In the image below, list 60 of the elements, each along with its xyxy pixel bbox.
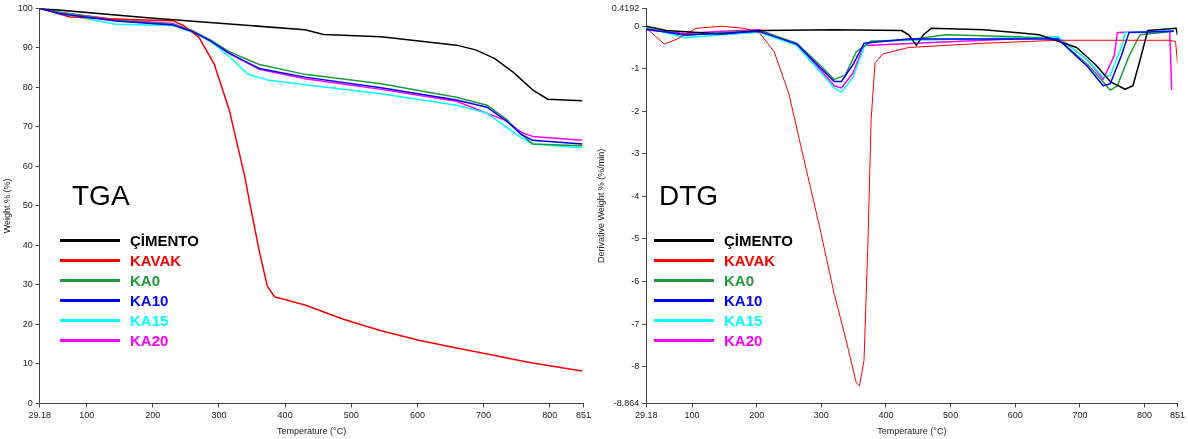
x-tick-label: 100 bbox=[684, 410, 700, 421]
x-tick-label: 800 bbox=[1137, 410, 1153, 421]
y-tick-label: -6 bbox=[631, 276, 640, 287]
y-tick-label: -8 bbox=[631, 361, 640, 372]
y-axis-title: Weight % (%) bbox=[1, 178, 12, 234]
y-tick-label: 0.4192 bbox=[611, 2, 640, 13]
y-tick-label: 20 bbox=[22, 318, 33, 329]
legend-label: KA20 bbox=[724, 331, 763, 349]
x-tick-label: 200 bbox=[749, 410, 765, 421]
legend-label: ÇİMENTO bbox=[724, 231, 793, 249]
x-tick-label: 500 bbox=[943, 410, 959, 421]
x-tick-label: 29.18 bbox=[635, 410, 658, 421]
x-axis-title: Temperature (°C) bbox=[277, 426, 347, 437]
x-axis-title: Temperature (°C) bbox=[877, 426, 947, 437]
x-tick-label: 100 bbox=[79, 410, 95, 421]
x-tick-label: 29.18 bbox=[28, 410, 52, 421]
text: DTG bbox=[659, 180, 719, 212]
x-tick-label: 851 bbox=[575, 410, 592, 421]
x-tick-label: 700 bbox=[1072, 410, 1088, 421]
x-tick-label: 851 bbox=[1169, 410, 1186, 421]
legend-label: KA15 bbox=[130, 311, 169, 329]
x-tick-label: 700 bbox=[476, 410, 492, 421]
y-tick-label: 60 bbox=[22, 160, 33, 171]
y-tick-label: -3 bbox=[631, 148, 640, 159]
x-tick-label: 800 bbox=[542, 410, 558, 421]
y-tick-label: 30 bbox=[22, 279, 33, 290]
y-tick-label: -5 bbox=[631, 233, 640, 244]
y-axis-title: Derivative Weight % (%/min) bbox=[595, 148, 606, 264]
y-tick-label: -8.864 bbox=[613, 397, 640, 408]
legend-label: KA10 bbox=[724, 291, 763, 309]
y-tick-label: -2 bbox=[631, 105, 640, 116]
legend-label: KA10 bbox=[130, 291, 169, 309]
legend-label: KA0 bbox=[130, 271, 161, 289]
x-tick-label: 300 bbox=[211, 410, 227, 421]
x-tick-label: 600 bbox=[1007, 410, 1023, 421]
y-tick-label: 40 bbox=[22, 239, 33, 250]
y-tick-label: 50 bbox=[22, 200, 33, 211]
y-tick-label: -1 bbox=[631, 63, 640, 74]
legend-label: KA15 bbox=[724, 311, 763, 329]
y-tick-label: 70 bbox=[22, 121, 33, 132]
y-tick-label: -4 bbox=[631, 190, 640, 201]
y-tick-label: 80 bbox=[22, 81, 33, 92]
x-tick-label: 300 bbox=[813, 410, 829, 421]
y-tick-label: -7 bbox=[631, 318, 640, 329]
x-tick-label: 200 bbox=[145, 410, 161, 421]
text: TGA bbox=[72, 180, 130, 212]
y-tick-label: 0 bbox=[634, 20, 640, 31]
x-tick-label: 400 bbox=[277, 410, 293, 421]
legend-label: KAVAK bbox=[724, 251, 776, 269]
x-tick-label: 500 bbox=[343, 410, 359, 421]
y-tick-label: 10 bbox=[22, 358, 33, 369]
y-tick-label: 90 bbox=[22, 42, 33, 53]
y-tick-label: 100 bbox=[17, 2, 33, 13]
x-tick-label: 400 bbox=[878, 410, 894, 421]
legend-label: KA20 bbox=[130, 331, 169, 349]
legend-label: KAVAK bbox=[130, 251, 182, 269]
x-tick-label: 600 bbox=[409, 410, 425, 421]
y-tick-label: 0 bbox=[27, 397, 33, 408]
legend-label: ÇİMENTO bbox=[130, 231, 199, 249]
legend-label: KA0 bbox=[724, 271, 755, 289]
